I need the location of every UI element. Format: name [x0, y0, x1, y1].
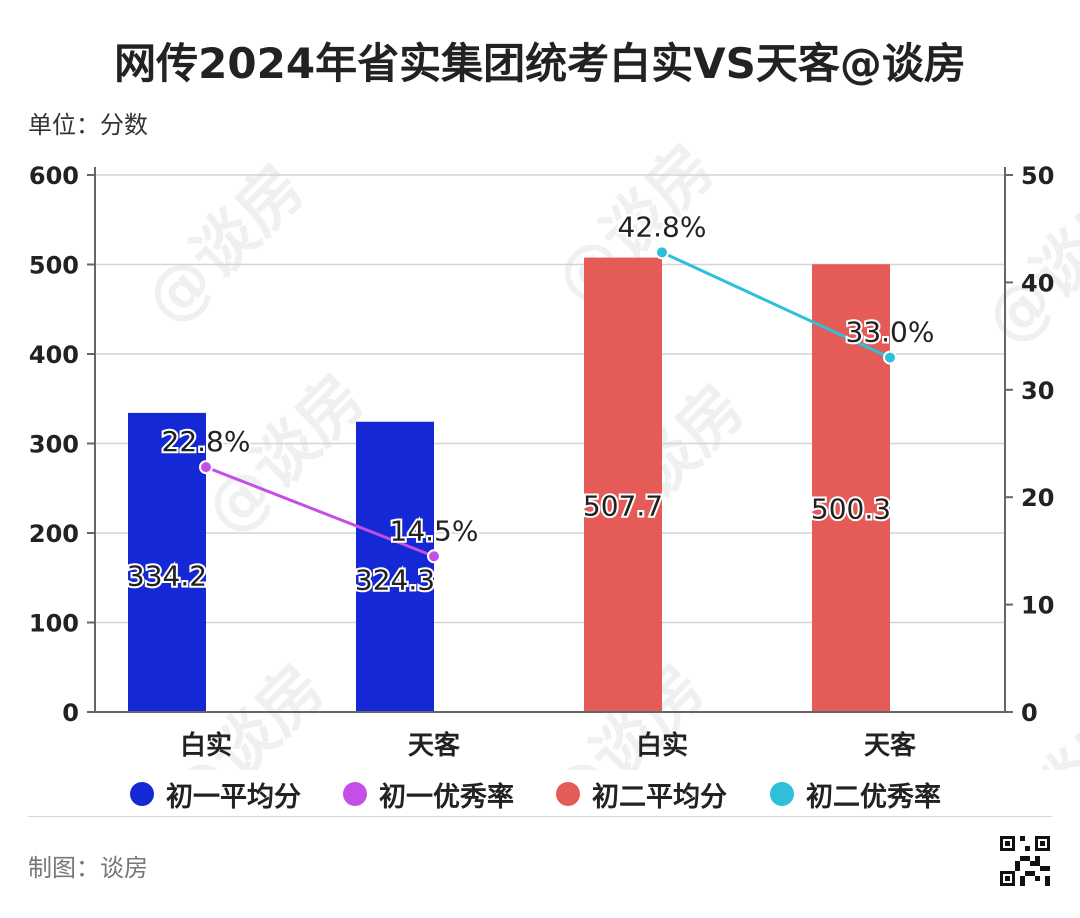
bar [584, 257, 662, 712]
left-axis-tick-label: 100 [29, 610, 79, 638]
line-point [199, 460, 213, 475]
left-axis-tick-label: 400 [29, 341, 79, 369]
line-point [655, 245, 669, 260]
line-point [883, 350, 897, 365]
right-axis-tick-label: 20 [1021, 484, 1054, 512]
watermark-text: @谈房 [131, 151, 319, 339]
bars [128, 257, 890, 712]
legend-item-grade1-rate[interactable]: 初一优秀率 [343, 770, 514, 818]
left-axis-tick-label: 600 [29, 162, 79, 190]
right-axis-tick-label: 50 [1021, 162, 1054, 190]
footer-divider [28, 816, 1052, 817]
legend-item-grade2-rate[interactable]: 初二优秀率 [770, 770, 941, 818]
left-axis-tick-label: 0 [62, 699, 79, 727]
right-axis-tick-label: 40 [1021, 269, 1054, 297]
legend-item-grade1-avg[interactable]: 初一平均分 [130, 770, 301, 818]
right-axis-tick-label: 10 [1021, 592, 1054, 620]
bar-value-label: 507.7 [583, 490, 663, 523]
line-value-label: 42.8% [618, 210, 707, 243]
line-value-label: 33.0% [846, 316, 935, 349]
legend-swatch [130, 782, 154, 806]
series-line [661, 250, 891, 359]
data-labels: 334.2 324.3 507.7 500.3 22.8% 14.5% 42.8% 33.0% [125, 208, 937, 598]
bar-value-label: 324.3 [355, 563, 435, 596]
x-axis-tick-label: 白实 [636, 730, 688, 761]
axes: 0 100 200 300 400 500 600 0 10 20 30 40 50 白实 天客 白实 天客 [29, 162, 1055, 761]
x-axis-tick-label: 天客 [864, 730, 917, 761]
right-axis-tick-label: 30 [1021, 377, 1054, 405]
legend-item-grade2-avg[interactable]: 初二平均分 [556, 770, 727, 818]
bar-value-label: 334.2 [127, 559, 207, 592]
legend-swatch [770, 782, 794, 806]
credit-text: 制图：谈房 [28, 854, 148, 882]
right-axis-tick-label: 0 [1021, 699, 1038, 727]
legend-label: 初二优秀率 [806, 781, 941, 813]
bar [356, 421, 434, 712]
x-axis-tick-label: 白实 [180, 730, 232, 761]
unit-label: 单位：分数 [28, 111, 148, 139]
legend-label: 初一优秀率 [379, 781, 514, 813]
qr-code-icon [1000, 836, 1050, 886]
series-lines [199, 245, 897, 564]
left-axis-tick-label: 500 [29, 252, 79, 280]
left-axis-tick-label: 200 [29, 520, 79, 548]
chart-canvas: @谈房@谈房@谈房@谈房@谈房@谈房@谈房@谈房 010020030040050… [29, 131, 1080, 770]
legend-swatch [343, 782, 367, 806]
legend-swatch [556, 782, 580, 806]
left-axis-tick-label: 300 [29, 431, 79, 459]
line-value-label: 22.8% [162, 425, 251, 458]
legend-label: 初二平均分 [592, 781, 727, 813]
line-value-label: 14.5% [390, 514, 479, 547]
legend-label: 初一平均分 [166, 781, 301, 813]
bar [128, 412, 206, 712]
series-line [205, 465, 435, 558]
bar-value-label: 500.3 [811, 493, 891, 526]
x-axis-tick-label: 天客 [408, 730, 461, 761]
line-point [427, 549, 441, 564]
chart-title: 网传2024年省实集团统考白实VS天客@谈房 [114, 39, 966, 88]
legend: 初一平均分 初一优秀率 初二平均分 初二优秀率 [0, 770, 1080, 818]
